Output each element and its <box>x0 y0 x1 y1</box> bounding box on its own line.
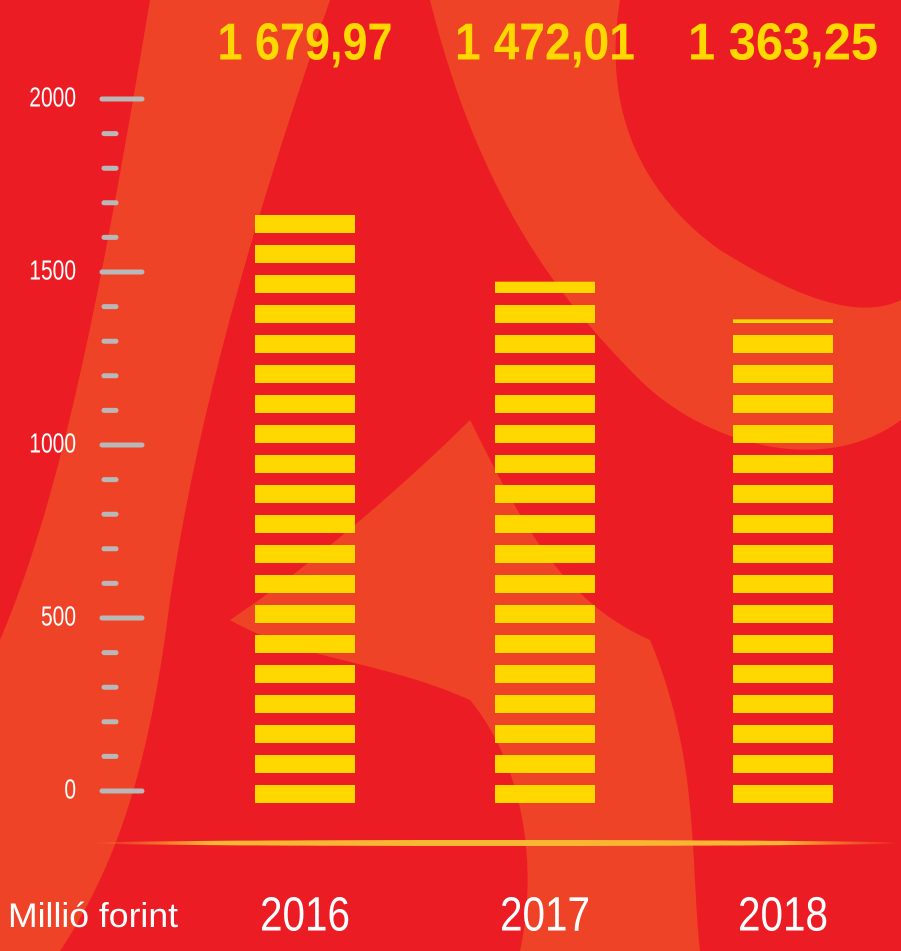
bar <box>495 281 595 803</box>
value-label: 1 679,97 <box>218 14 393 72</box>
y-tick-label: 1500 <box>29 256 76 287</box>
bar <box>733 319 833 803</box>
y-tick-label: 1000 <box>29 429 76 460</box>
x-tick-label: 2018 <box>738 889 828 942</box>
x-tick-label: 2017 <box>500 889 590 942</box>
bar <box>255 209 355 804</box>
axis-label: Millió forint <box>8 897 179 935</box>
value-label: 1 472,01 <box>455 14 635 72</box>
x-tick-label: 2016 <box>260 889 350 942</box>
baseline <box>92 840 901 846</box>
y-tick-label: 0 <box>64 775 76 806</box>
y-tick-label: 500 <box>41 602 76 633</box>
y-tick-label: 2000 <box>29 83 76 114</box>
value-label: 1 363,25 <box>688 14 878 72</box>
